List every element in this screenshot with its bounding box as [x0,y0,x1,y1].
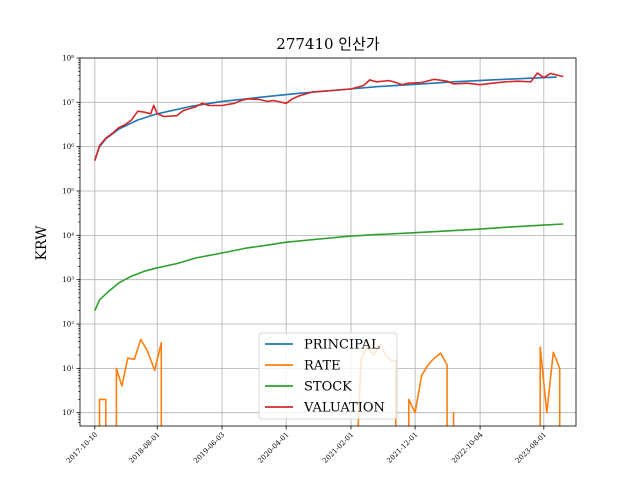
legend-box [258,332,398,420]
y-tick-label: 10⁷ [62,99,74,107]
y-tick-label: 10² [62,321,74,329]
y-tick-label: 10⁶ [62,143,74,151]
legend: PRINCIPAL RATE STOCK VALUATION [258,332,398,420]
y-tick-label: 10¹ [62,365,74,373]
legend-label-rate: RATE [304,359,341,374]
chart-title: 277410 인산가 [276,35,380,53]
legend-label-stock: STOCK [304,380,352,395]
y-tick-label: 10⁴ [62,232,74,240]
y-axis-title: KRW [34,225,50,261]
y-tick-label: 10⁸ [62,55,74,63]
legend-label-valuation: VALUATION [303,401,385,416]
y-tick-label: 10⁰ [62,409,74,417]
series-line-valuation [94,72,564,162]
series-line-stock [94,223,564,312]
y-tick-label: 10⁵ [62,188,74,196]
legend-label-principal: PRINCIPAL [304,338,380,353]
y-tick-label: 10³ [62,276,74,284]
y-axis-ticks: 10⁰ 10¹ 10² 10³ 10⁴ 10⁵ 10⁶ 10⁷ 10⁸ [62,55,80,423]
